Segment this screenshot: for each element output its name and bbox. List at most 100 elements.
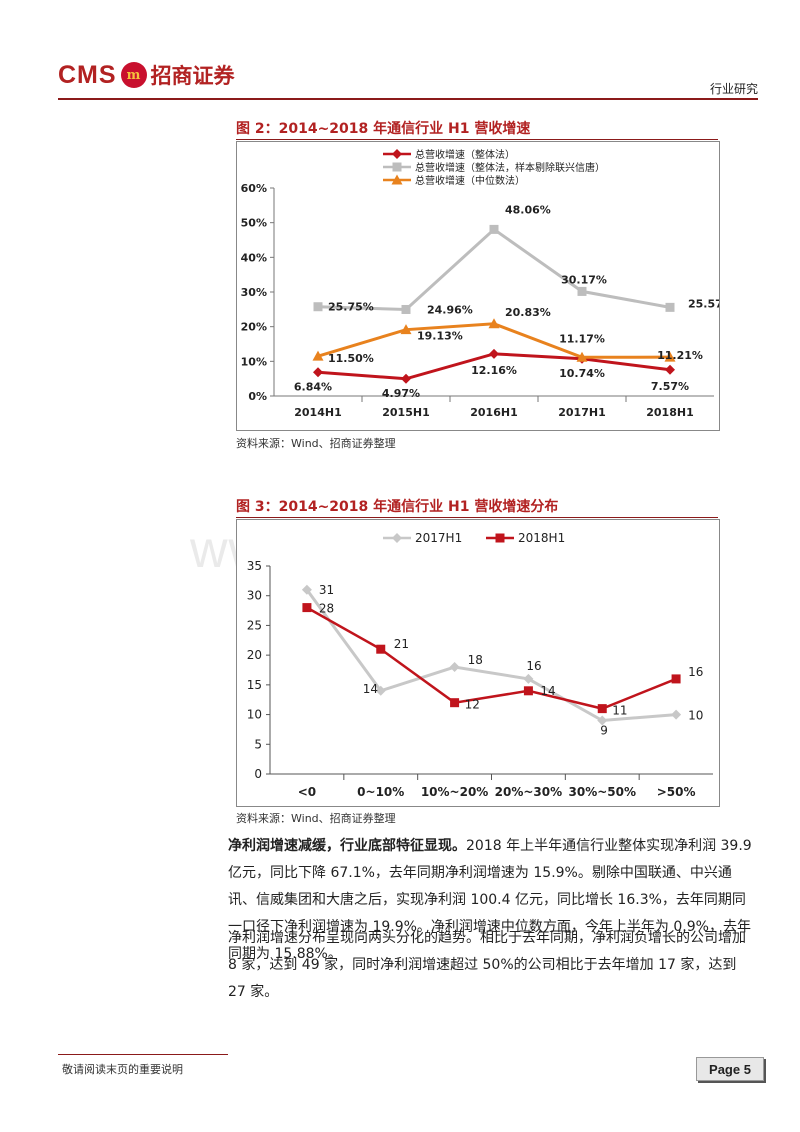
figure2-series-2-point [488,318,500,329]
figure2-legend-0-label: 总营收增速（整体法） [415,148,515,161]
figure2-series-0-data-label: 10.74% [559,367,605,380]
figure2-x-tick-label: 2014H1 [294,406,341,419]
figure3-y-tick-label: 25 [247,618,262,632]
figure2-legend-2-marker [391,174,403,185]
figure2-series-1-data-label: 25.57% [688,297,719,310]
figure2-source: 资料来源：Wind、招商证券整理 [236,437,396,450]
figure2-legend-1-label: 总营收增速（整体法，样本剔除联兴信唐） [415,161,605,174]
figure3-x-tick-label: 20%~30% [495,785,562,799]
figure2-series-1-data-label: 24.96% [427,303,473,316]
figure2-series-0-data-label: 6.84% [294,380,332,393]
figure3-series-1-point [523,686,533,696]
figure2-y-tick-label: 50% [241,217,267,230]
figure3-x-tick-label: 30%~50% [569,785,637,799]
figure2-series-2-point [664,351,676,362]
figure3-series-1-data-label: 12 [465,698,480,712]
figure3-series-0-data-label: 9 [600,724,608,738]
figure2-y-tick-label: 0% [248,390,267,403]
figure2-series-2-data-label: 11.50% [328,352,374,365]
figure2-chart-frame: 0% 10% 20% 30% 40% 50% 60% 2014H1 2015H1 2016H1 20… [236,141,734,431]
figure3-legend-0-label: 2017H1 [415,531,462,545]
figure3-series-1-point [671,674,681,684]
figure2-x-tick-label: 2016H1 [470,406,517,419]
figure3-title: 图 3：2014~2018 年通信行业 H1 营收增速分布 [236,499,559,515]
figure2-series-2-data-label: 20.83% [505,306,551,319]
figure2-series-2-point [576,351,588,362]
figure3-title-rule [236,517,718,518]
figure2-series-2-data-label: 11.17% [559,332,605,345]
figure3-series-1-point [302,603,312,613]
figure3-x-tick-label: >50% [657,785,696,799]
figure3-series-1-data-label: 14 [540,684,555,698]
figure3-y-tick-label: 20 [247,648,262,662]
figure3-series-1-line [306,606,677,710]
figure2-legend-2-label: 总营收增速（中位数法） [415,174,525,187]
figure3-series-0-point [597,715,608,726]
figure2-series-0-data-label: 4.97% [382,387,420,400]
figure3-series-1-data-label: 28 [319,602,334,616]
figure2-series-2-point [312,350,324,361]
figure2-series-2-point [400,324,412,335]
figure2-legend-0-marker [392,149,402,159]
figure3-series-0-data-label: 31 [319,583,334,597]
figure3-y-tick-label: 0 [254,767,262,781]
figure2-series-1-point [577,286,587,296]
figure3-series-1-data-label: 21 [394,637,409,651]
figure3-y-tick-label: 15 [247,678,262,692]
figure2-chart: 0% 10% 20% 30% 40% 50% 60% 2014H1 2015H1 2016H1 20… [241,148,734,419]
figure3-x-tick-label: <0 [298,785,316,799]
figure3-chart: 0 5 10 15 20 25 30 35 <0 0~10% 10%~20% 20%~30% 30%~5… [247,531,713,799]
figure2-series-2-data-label: 19.13% [417,330,463,343]
figure3-series-1-data-label: 11 [612,704,627,718]
figure2-series-1-data-label: 25.75% [328,301,374,314]
figure3-series-0-line [305,588,677,723]
figure2-series-0-point [665,364,675,375]
figure2-series-1-data-label: 48.06% [505,203,551,216]
figure2-series-1-line [317,227,671,311]
figure2-series-0-data-label: 12.16% [471,364,517,377]
paragraph-net-profit-body: 2018 年上半年通信行业整体实现净利润 39.9 亿元，同比下降 67.1%，… [228,838,752,962]
figure3-y-tick-label: 10 [247,708,262,722]
figure3-legend-0-marker [392,533,402,543]
figure3-chart-frame: 0 5 10 15 20 25 30 35 <0 0~10% 10%~20% 20%~30% 30%~5… [236,519,720,807]
page-number: Page 5 [696,1057,764,1081]
figure2-title: 图 2：2014~2018 年通信行业 H1 营收增速 [236,121,531,137]
figure3-series-0-data-label: 10 [688,709,703,723]
paragraph-distribution: 净利润增速分布呈现向两头分化的趋势。相比于去年同期，净利润负增长的公司增加 8 … [228,930,746,1000]
figure2-x-tick-label: 2017H1 [558,406,605,419]
figure3-series-0-point [523,673,534,684]
report-category: 行业研究 [709,82,758,96]
figure3-legend-1-marker [495,533,505,543]
figure2-y-tick-label: 20% [241,321,267,334]
company-logo: CMS m 招商证券 [58,58,235,92]
figure3-series-0-point [375,685,386,696]
figure2-series-2-data-label: 11.21% [657,349,703,362]
figure2-title-rule [236,139,718,140]
figure3-legend-1-label: 2018H1 [518,531,565,545]
figure3-x-tick-label: 0~10% [357,785,404,799]
paragraph-net-profit-heading: 净利润增速减缓，行业底部特征显现。 [228,838,466,854]
figure3-series-0-point [301,584,312,595]
figure2-series-0-point [401,373,411,384]
figure2-series-1-data-label: 30.17% [561,273,607,286]
footer-disclaimer: 敬请阅读末页的重要说明 [62,1063,183,1076]
figure2-series-1-point [313,302,323,312]
figure3-series-0-point [449,662,460,673]
figure3-series-1-point [597,704,607,714]
figure3-y-tick-label: 35 [247,559,262,573]
figure3-y-tick-label: 5 [254,737,262,751]
figure2-series-1-point [665,302,675,312]
figure3-x-tick-label: 10%~20% [421,785,489,799]
figure2-series-1-point [401,304,411,314]
figure3-series-0-data-label: 18 [468,653,483,667]
figure3-series-1-point [376,644,386,654]
figure3-series-1-data-label: 16 [688,665,703,679]
logo-emblem-icon: m [120,62,147,88]
figure2-series-0-point [313,367,323,378]
logo-chinese-text: 招商证券 [150,63,235,88]
footer-divider [58,1054,228,1055]
header-divider [58,98,758,100]
figure3-source: 资料来源：Wind、招商证券整理 [236,812,396,825]
figure2-series-1-point [489,224,499,234]
figure2-y-tick-label: 60% [241,182,267,195]
